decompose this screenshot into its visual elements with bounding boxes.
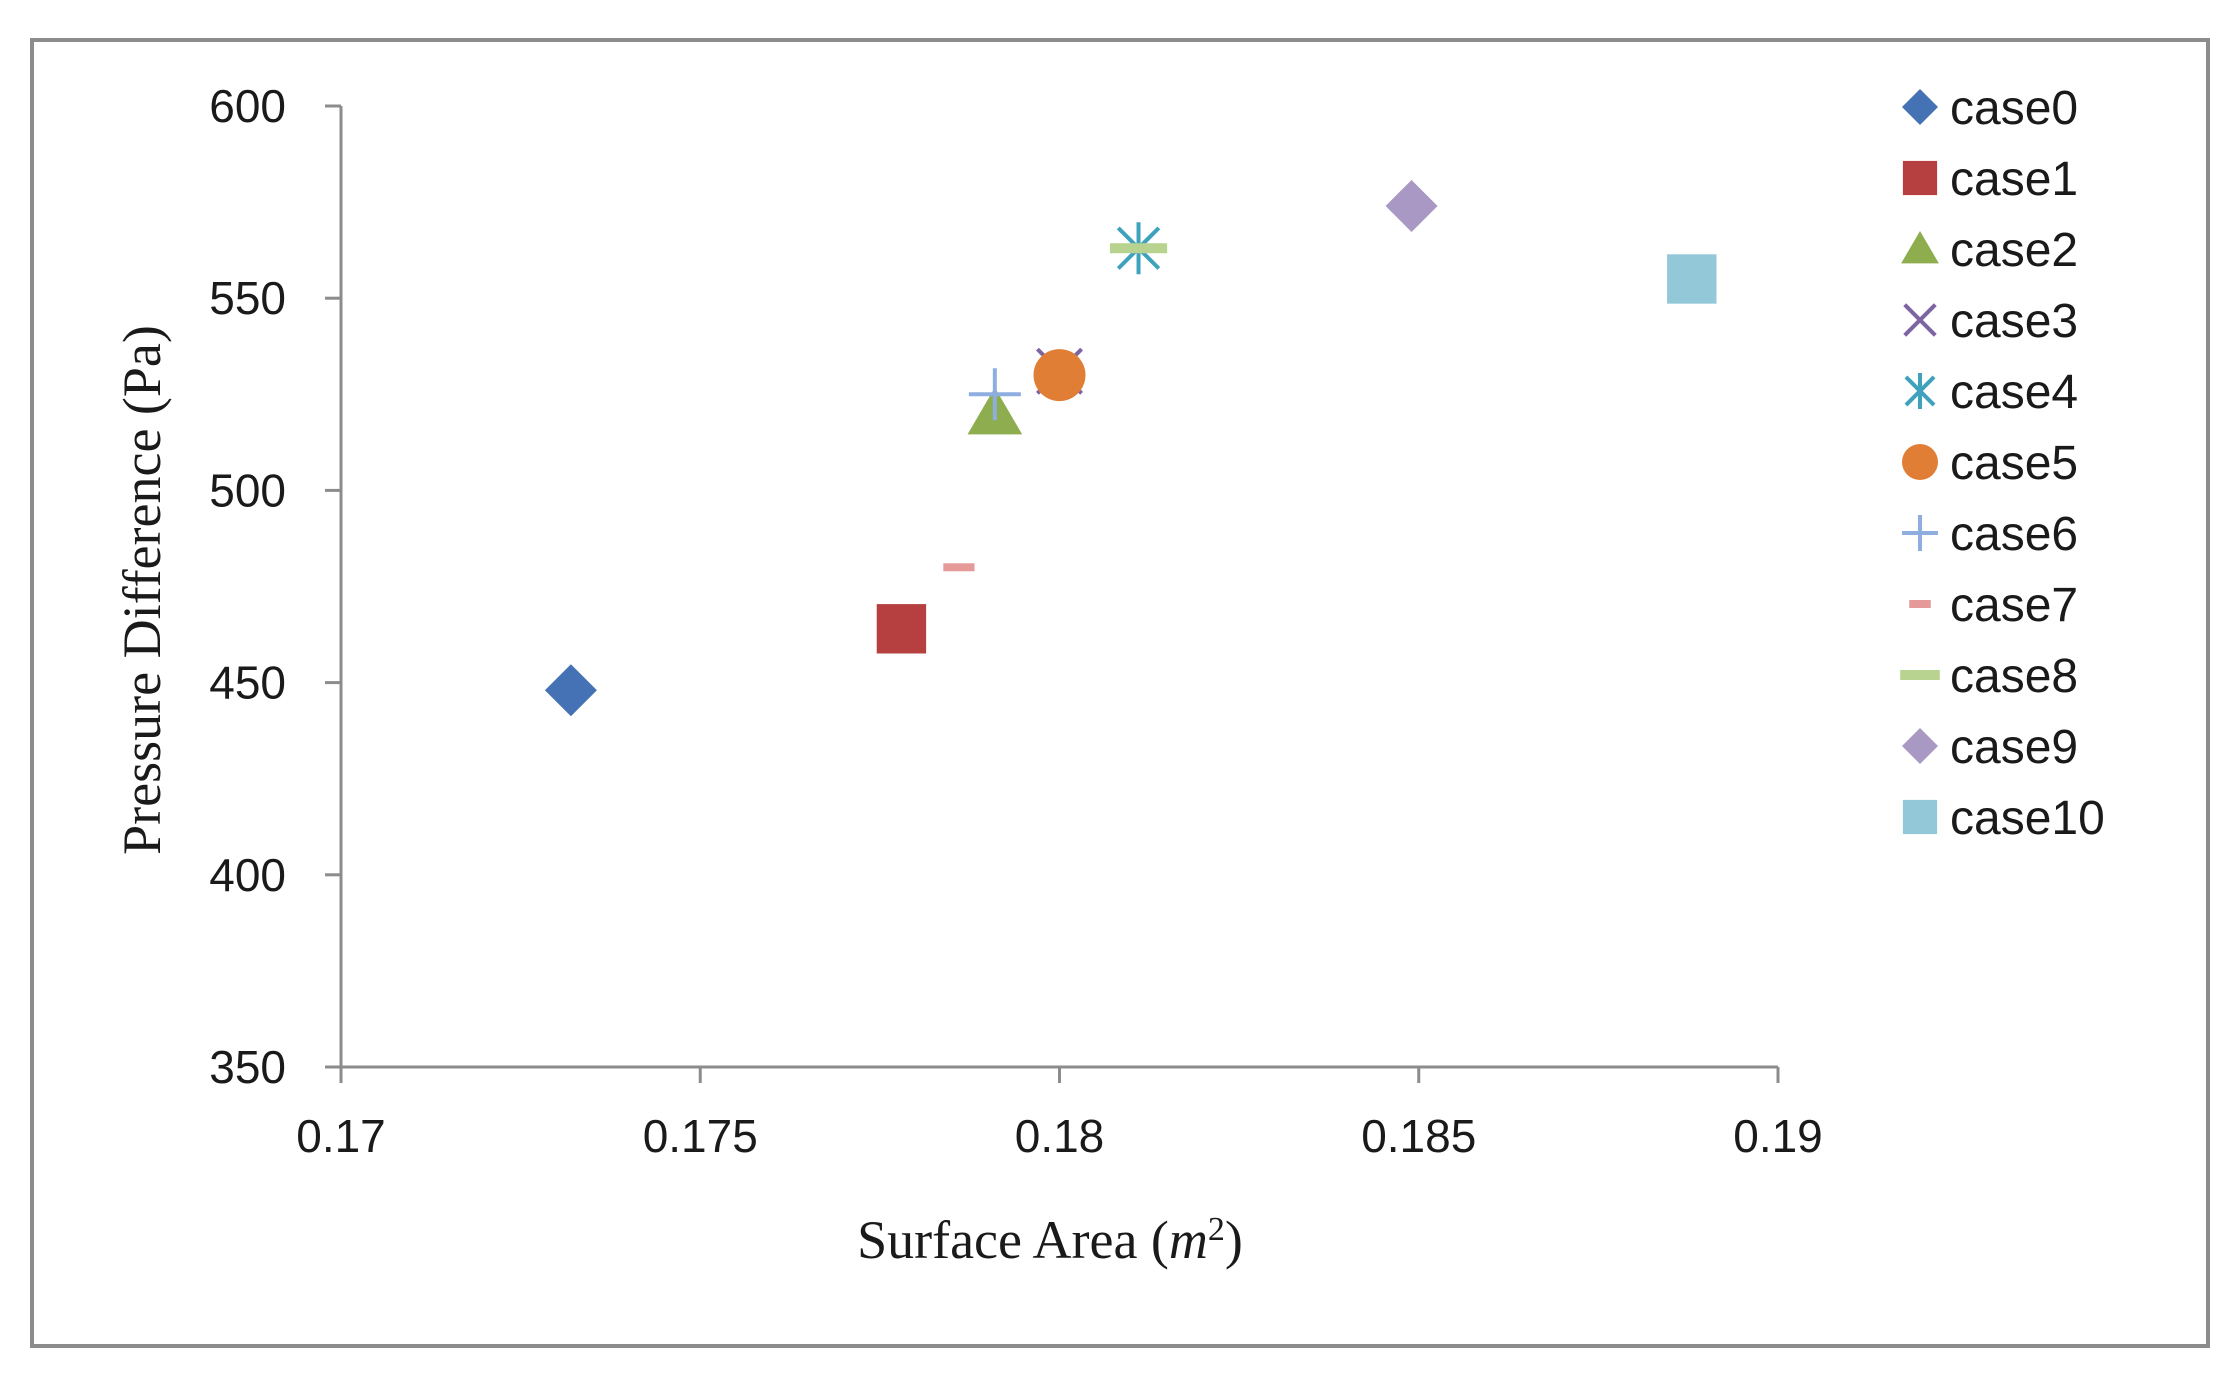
legend-marker-case4 <box>1904 373 1936 409</box>
chart-frame <box>30 38 2210 1348</box>
legend-label: case4 <box>1950 366 2078 419</box>
point-case8 <box>1109 243 1168 254</box>
y-tick-label: 450 <box>209 657 286 709</box>
legend-label: case2 <box>1950 224 2078 277</box>
legend-label: case6 <box>1950 508 2078 561</box>
axes <box>339 106 1778 1069</box>
y-tick-label: 400 <box>209 849 286 901</box>
legend-label: case8 <box>1950 650 2078 703</box>
x-axis-title: Surface Area (m2) <box>857 1210 1243 1270</box>
x-tick-label: 0.17 <box>296 1110 386 1162</box>
y-tick-label: 600 <box>209 80 286 132</box>
legend-label: case7 <box>1950 579 2078 632</box>
legend-label: case1 <box>1950 153 2078 206</box>
legend-marker-case0 <box>1902 89 1938 125</box>
legend-marker-case3 <box>1903 303 1937 337</box>
legend-marker-case3-stroke <box>1903 303 1937 337</box>
legend-marker-case8 <box>1900 670 1940 680</box>
legend-label: case0 <box>1950 82 2078 135</box>
legend-label: case5 <box>1950 437 2078 490</box>
point-case7 <box>943 563 975 572</box>
legend-marker-case2 <box>1901 231 1939 264</box>
x-tick-label: 0.185 <box>1361 1110 1476 1162</box>
legend-marker-case9 <box>1902 728 1938 764</box>
x-tick-label: 0.175 <box>643 1110 758 1162</box>
legend-label: case10 <box>1950 792 2105 845</box>
y-axis-title: Pressure Difference (Pa) <box>112 325 172 855</box>
point-case9 <box>1385 179 1438 232</box>
point-case1 <box>876 604 927 654</box>
legend-marker-case6 <box>1902 515 1938 551</box>
legend: case0 case1 case2 case3 case4 case5 case6 case7… <box>1900 82 2105 845</box>
legend-label: case9 <box>1950 721 2078 774</box>
data-points <box>544 179 1717 717</box>
legend-label: case3 <box>1950 295 2078 348</box>
y-axis-ticks: 350 400 450 500 550 600 <box>209 80 341 1093</box>
x-tick-label: 0.19 <box>1733 1110 1823 1162</box>
legend-marker-case10 <box>1902 799 1938 835</box>
point-case5 <box>1033 349 1086 402</box>
legend-marker-case1 <box>1902 160 1938 196</box>
y-tick-label: 550 <box>209 272 286 324</box>
y-tick-label: 500 <box>209 464 286 516</box>
x-axis-ticks: 0.17 0.175 0.18 0.185 0.19 <box>296 1067 1823 1162</box>
legend-marker-case5 <box>1902 444 1938 480</box>
point-case10 <box>1667 254 1717 304</box>
point-case6 <box>968 368 1021 421</box>
x-tick-label: 0.18 <box>1015 1110 1105 1162</box>
point-case0 <box>544 664 597 717</box>
y-tick-label: 350 <box>209 1041 286 1093</box>
legend-marker-case7 <box>1909 600 1931 608</box>
